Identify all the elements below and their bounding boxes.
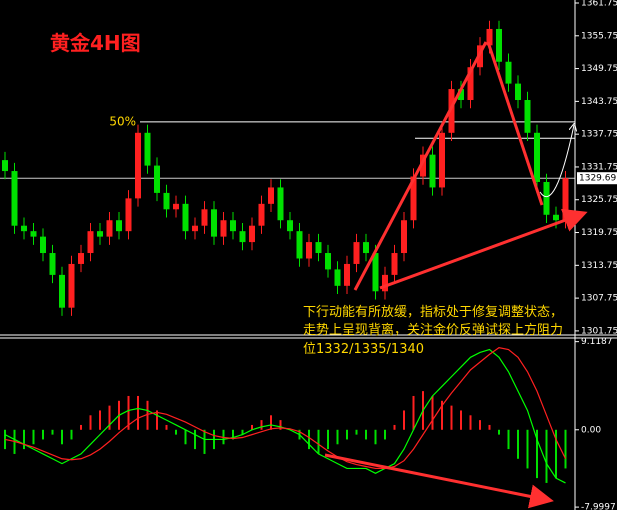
current-price-box	[577, 172, 617, 185]
candle-body	[135, 132, 141, 199]
trend-arrow	[379, 208, 588, 290]
candle-body	[553, 214, 559, 221]
candle-body	[420, 154, 426, 177]
candle-body	[68, 263, 75, 308]
y-tick-label: 1325.75	[581, 195, 617, 205]
candle-body	[505, 61, 512, 84]
candle-body	[2, 160, 8, 172]
candle-body	[211, 209, 217, 237]
candle-body	[11, 171, 18, 226]
trend-arrow	[353, 41, 488, 291]
candle-body	[78, 253, 84, 264]
candle-body	[458, 89, 464, 101]
candle-body	[410, 176, 417, 221]
macd-line	[4, 346, 567, 470]
candle-body	[562, 178, 569, 221]
candle-body	[40, 236, 46, 254]
candle-body	[439, 132, 445, 188]
candle-body	[268, 187, 274, 204]
macd-line	[4, 348, 566, 484]
candle-body	[182, 203, 189, 232]
y-tick-label: 1343.75	[581, 97, 617, 107]
y-tick-label: 1331.75	[581, 162, 617, 172]
candle-body	[230, 220, 236, 232]
candle-body	[154, 165, 160, 193]
candle-body	[467, 67, 474, 101]
candle-body	[239, 231, 246, 243]
trend-arrow	[486, 41, 544, 206]
y-tick-label: 1301.75	[581, 326, 617, 336]
candle-body	[249, 225, 255, 243]
candle-body	[125, 198, 132, 232]
y-tick-label: 1313.75	[581, 261, 617, 271]
candle-body	[87, 231, 94, 254]
macd-pane: 9.1187 0.00 -7.9997	[4, 337, 616, 510]
candle-body	[30, 231, 37, 237]
level-label: 50%	[109, 114, 136, 128]
candle-body	[173, 203, 179, 210]
candle-body	[287, 220, 293, 232]
y-tick-label: 1355.75	[581, 31, 617, 41]
candle-body	[486, 28, 493, 46]
candle-body	[515, 83, 521, 101]
price-pane: 1361.75 1355.75 1349.75 1343.75 1337.75 1331.…	[0, 0, 617, 336]
y-tick-label: 9.1187	[581, 337, 613, 347]
candle-body	[201, 209, 208, 226]
candle-body	[192, 225, 198, 232]
current-price-label: 1329.69	[579, 174, 616, 184]
candle-body	[543, 181, 550, 215]
candle-body	[97, 231, 103, 237]
annotation: 下行动能有所放缓，指标处于修复调整状态，	[303, 305, 563, 320]
chart-title: 黄金4H图	[50, 31, 141, 55]
candle-body	[277, 187, 284, 221]
candle-body	[296, 231, 303, 259]
candle-body	[429, 154, 436, 188]
projection-arrow	[539, 125, 574, 198]
y-tick-label: -7.9997	[581, 503, 616, 510]
candle-body	[496, 28, 502, 62]
y-tick-label: 1319.75	[581, 228, 617, 238]
y-tick-label: 1307.75	[581, 294, 617, 304]
candle-body	[391, 253, 398, 275]
annotation: 位1332/1335/1340	[303, 342, 424, 357]
y-tick-label: 1349.75	[581, 64, 617, 74]
candle-body	[59, 274, 65, 308]
candle-body	[163, 192, 170, 210]
divergence-arrow	[324, 453, 554, 509]
candle-body	[315, 242, 322, 254]
annotation: 走势上呈现背离，关注金价反弹试探上方阻力	[303, 322, 563, 338]
candle-body	[344, 263, 350, 286]
candle-body	[401, 220, 407, 254]
y-tick-label: 0.00	[581, 425, 601, 435]
candle-body	[353, 242, 360, 264]
y-tick-label: 1361.75	[581, 0, 617, 9]
candle-body	[524, 100, 531, 133]
candle-body	[306, 242, 312, 259]
candle-body	[372, 253, 379, 292]
candle-body	[534, 132, 540, 182]
candle-body	[116, 220, 122, 232]
candle-body	[106, 220, 113, 237]
candle-body	[363, 242, 369, 254]
y-tick-label: 1337.75	[581, 130, 617, 140]
candle-body	[220, 220, 227, 237]
candle-body	[49, 253, 56, 275]
candle-body	[325, 253, 331, 270]
candle-body	[144, 132, 151, 166]
candle-body	[21, 225, 27, 232]
candle-body	[258, 203, 265, 226]
candle-body	[382, 274, 388, 292]
candle-body	[448, 89, 455, 133]
candle-body	[334, 269, 341, 286]
